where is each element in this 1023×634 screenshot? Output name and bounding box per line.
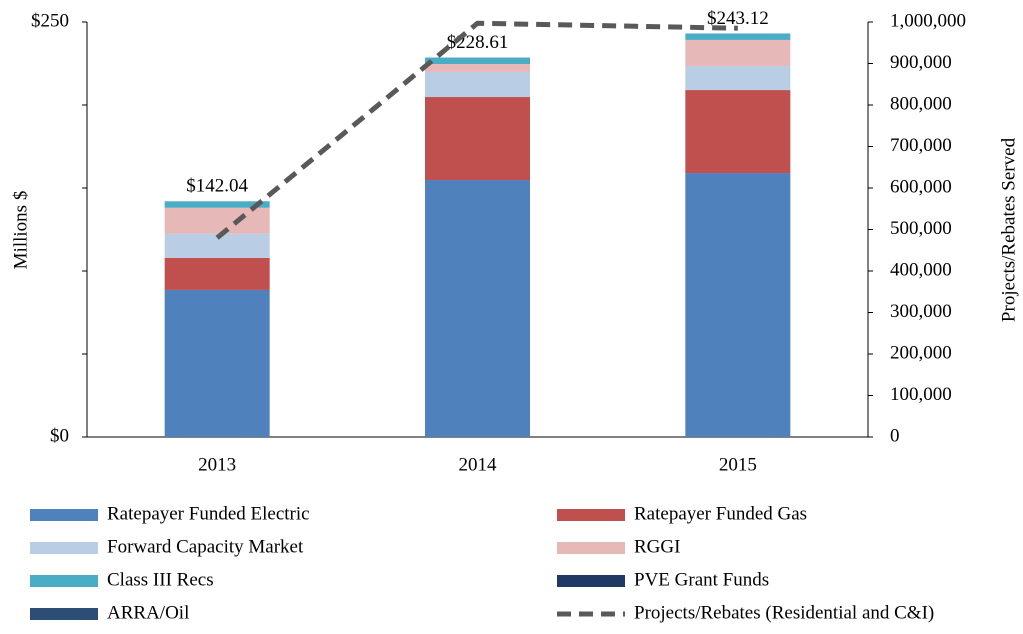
y2-tick-label: 100,000 [890,384,952,405]
legend-swatch [30,608,98,620]
y2-tick-label: 1,000,000 [890,10,966,31]
bar-segment [164,201,270,208]
legend-label: ARRA/Oil [107,602,189,623]
bar-segment [164,257,270,290]
legend-label: Ratepayer Funded Gas [634,503,807,524]
bar-segment [164,289,270,437]
bar-segment [685,65,791,91]
legend-swatch [30,575,98,587]
y-axis-title: Millions $ [10,191,31,270]
legend-label: RGGI [634,536,680,557]
y2-tick-label: 400,000 [890,259,952,280]
y2-tick-label: 700,000 [890,135,952,156]
legend-label: PVE Grant Funds [634,569,769,590]
legend-swatch [557,509,625,521]
bar-segment [425,97,530,181]
legend-swatch [30,542,98,554]
y2-tick-label: 900,000 [890,52,952,73]
y-tick-label: $250 [31,10,69,31]
total-label: $142.04 [186,176,248,197]
legend-label: Ratepayer Funded Electric [107,503,310,524]
x-tick-label: 2015 [719,454,757,475]
bar-segment [425,63,530,72]
legend-label: Class III Recs [107,569,214,590]
y2-tick-label: 0 [890,425,900,446]
y2-tick-label: 800,000 [890,93,952,114]
bar-segment [164,233,270,258]
bar-segment [685,33,791,40]
legend-label: Forward Capacity Market [107,536,304,557]
y2-tick-label: 200,000 [890,342,952,363]
bar-segment [425,71,530,98]
legend-swatch [30,509,98,521]
bar-segment [685,39,791,66]
bar-segment [425,57,530,64]
line-series [215,20,738,240]
x-tick-label: 2013 [198,454,236,475]
bar-segment [425,180,530,438]
bar-segment [685,90,791,174]
bar-segment [685,173,791,437]
legend-label: Projects/Rebates (Residential and C&I) [634,602,934,623]
bar-segment [164,207,270,234]
legend-swatch [557,542,625,554]
total-label: $243.12 [707,8,769,29]
x-tick-label: 2014 [459,454,498,475]
y2-tick-label: 300,000 [890,301,952,322]
y2-axis-title: Projects/Rebates Served [998,137,1019,322]
y2-tick-label: 600,000 [890,176,952,197]
legend-swatch [557,575,625,587]
y-tick-label: $0 [50,425,69,446]
y2-tick-label: 500,000 [890,218,952,239]
